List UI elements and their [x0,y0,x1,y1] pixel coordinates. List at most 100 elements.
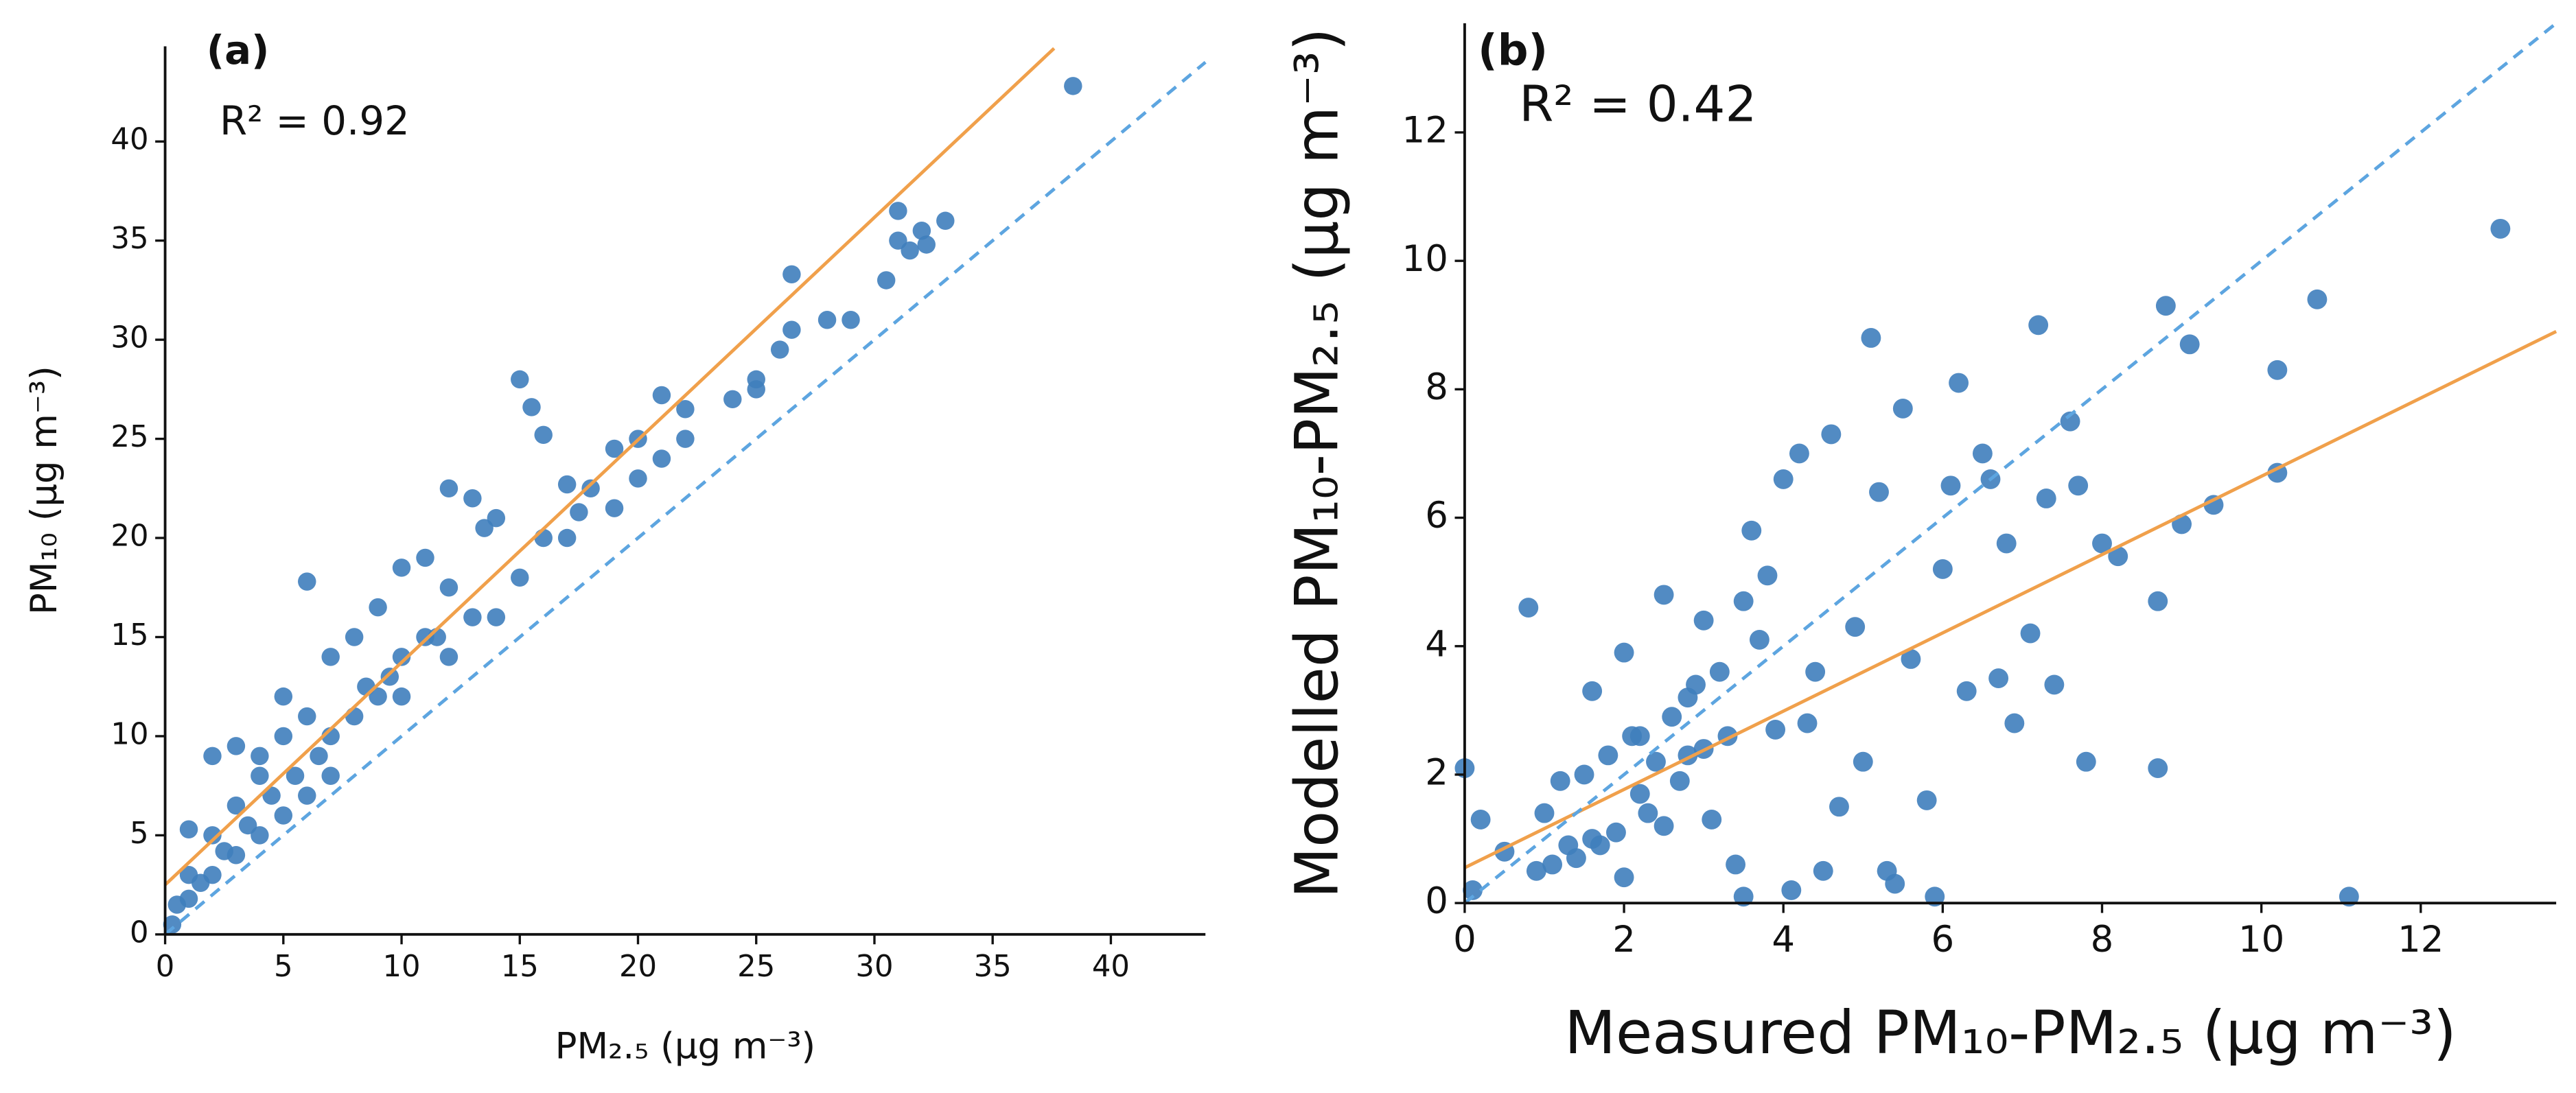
scatter-point [511,370,529,389]
scatter-point [1463,880,1483,900]
scatter-point [345,707,364,726]
x-tick-label: 0 [1453,919,1476,961]
scatter-point [286,766,305,785]
y-tick-label: 0 [1425,880,1448,922]
scatter-point [1669,771,1690,791]
scatter-point [1925,886,1945,907]
scatter-point [1901,649,1921,669]
scatter-point [369,598,387,617]
scatter-point [380,668,399,686]
scatter-point [2339,886,2359,907]
scatter-point [1662,707,1682,727]
scatter-point [1622,726,1643,747]
scatter-point [842,311,860,329]
scatter-point [1749,629,1769,650]
scatter-point [1773,469,1794,489]
x-tick-label: 0 [156,950,175,984]
scatter-point [2060,411,2080,432]
scatter-point [676,400,695,419]
scatter-point [163,915,182,934]
scatter-point [310,747,328,766]
scatter-point [1733,886,1754,907]
scatter-point [274,727,293,746]
x-tick-label: 25 [737,950,775,984]
x-tick-label: 4 [1772,919,1795,961]
scatter-point [1949,373,1969,393]
reference-line [1463,21,2557,905]
scatter-point [1629,784,1650,804]
scatter-point [747,370,765,389]
reference-line [164,60,1207,936]
reference-line [163,47,1056,886]
scatter-point [652,386,671,405]
scatter-point [1470,810,1491,830]
scatter-point [345,628,364,646]
scatter-point [1550,771,1570,791]
scatter-point [2267,360,2288,380]
scatter-point [1821,424,1842,445]
scatter-point [203,826,222,845]
annotation: R² = 0.42 [1519,76,1756,134]
y-axis-label: PM₁₀ (μg m⁻³) [23,366,65,615]
x-axis-label: PM₂.₅ (μg m⁻³) [555,1025,816,1067]
scatter-point [581,479,600,498]
scatter-point [1582,829,1603,849]
scatter-point [1726,854,1746,875]
scatter-point [1638,803,1658,823]
y-tick-label: 40 [111,123,148,157]
scatter-point [1733,591,1754,611]
scatter-point [1853,751,1873,772]
scatter-point [1653,816,1674,836]
scatter-point [298,707,316,726]
scatter-point [1534,803,1555,823]
scatter-point [1988,668,2009,688]
scatter-point [179,820,198,838]
scatter-point [2076,751,2096,772]
scatter-point [357,677,375,696]
scatter-point [1892,399,1913,419]
scatter-point [629,469,647,488]
scatter-point [817,311,837,329]
scatter-point [1972,443,1993,464]
scatter-point [2203,495,2224,515]
scatter-point [439,648,459,666]
x-tick-label: 20 [619,950,657,984]
scatter-point [1614,642,1634,663]
y-tick-label: 2 [1425,752,1448,794]
x-tick-label: 30 [855,950,893,984]
y-tick-label: 12 [1402,110,1448,152]
scatter-point [227,796,246,815]
scatter-point [1574,764,1594,785]
scatter-point [1797,713,1818,733]
scatter-point [2092,533,2112,554]
x-tick-label: 35 [974,950,1012,984]
scatter-point [1789,443,1809,464]
scatter-point [1765,720,1786,740]
scatter-point [439,479,459,498]
scatter-point [251,747,269,766]
scatter-point [2068,475,2089,496]
x-tick-label: 15 [501,950,539,984]
scatter-point [179,889,198,908]
x-tick-label: 10 [382,950,420,984]
y-tick-label: 8 [1425,366,1448,408]
scatter-point [889,202,907,220]
scatter-point [676,430,695,448]
scatter-point [1916,790,1937,810]
scatter-point [463,489,482,508]
scatter-point [511,568,529,587]
scatter-point [2044,674,2065,695]
scatter-point [1996,533,2017,554]
scatter-point [901,241,919,260]
scatter-point [557,528,577,548]
scatter-point [1693,610,1714,631]
scatter-point [321,648,340,666]
scatter-point [1653,585,1674,605]
y-tick-label: 30 [111,321,148,355]
scatter-point [1709,661,1730,682]
y-tick-label: 4 [1425,623,1448,665]
x-tick-label: 10 [2238,919,2284,961]
y-tick-label: 0 [130,915,149,950]
panel-label: (a) [207,27,270,73]
scatter-point [782,320,801,339]
